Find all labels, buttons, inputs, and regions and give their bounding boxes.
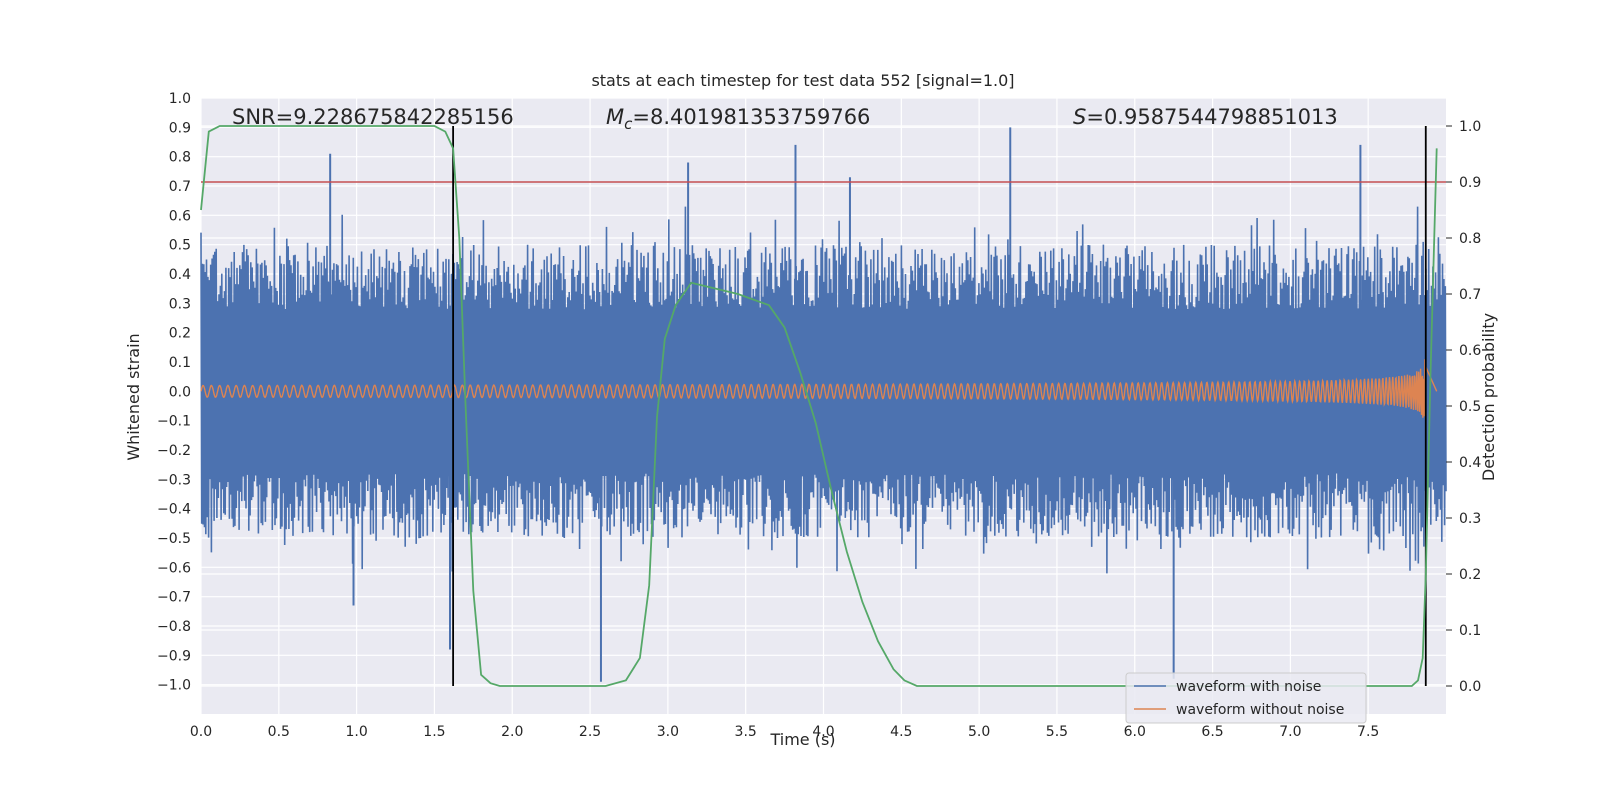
chart-title: stats at each timestep for test data 552…	[591, 71, 1014, 90]
x-tick-label: 7.0	[1279, 724, 1301, 740]
y-tick-label: 0.0	[169, 384, 191, 400]
right-y-tick-label: 0.9	[1459, 175, 1481, 191]
right-y-tick-label: 0.8	[1459, 231, 1481, 247]
y-tick-label: −1.0	[157, 678, 191, 694]
y-tick-label: 0.6	[169, 208, 191, 224]
x-tick-label: 1.0	[345, 724, 367, 740]
y-tick-label: 0.9	[169, 120, 191, 136]
right-y-tick-label: 0.1	[1459, 623, 1481, 639]
y-tick-label: −0.8	[157, 619, 191, 635]
y-tick-label: 0.4	[169, 267, 191, 283]
x-tick-label: 5.0	[968, 724, 990, 740]
y-tick-label: −0.5	[157, 531, 191, 547]
right-y-tick-label: 0.3	[1459, 511, 1481, 527]
chirp-mass-annotation: Mc=8.401981353759766	[606, 105, 870, 133]
x-axis: 0.0 0.5 1.0 1.5 2.0 2.5 3.0 3.5 4.0 4.5 5.0 5.5 6.0 6…	[190, 724, 1379, 740]
y-tick-label: −0.4	[157, 502, 191, 518]
y-tick-label: 0.8	[169, 150, 191, 166]
right-y-tick-label: 1.0	[1459, 119, 1481, 135]
left-y-axis: 1.0 0.9 0.8 0.7 0.6 0.5 0.4 0.3 0.2 0.1 0.0 −0.1 −0.…	[157, 91, 191, 694]
right-y-axis: 1.0 0.9 0.8 0.7 0.6 0.5 0.4 0.3 0.2 0.1 0.0	[1446, 119, 1481, 695]
x-axis-label: Time (s)	[769, 730, 835, 749]
y-tick-label: 0.7	[169, 179, 191, 195]
y-tick-label: −0.7	[157, 590, 191, 606]
x-tick-label: 3.5	[735, 724, 757, 740]
y-tick-label: 1.0	[169, 91, 191, 107]
series-detection-probability	[200, 125, 1438, 687]
y-tick-label: −0.1	[157, 414, 191, 430]
x-tick-label: 1.5	[423, 724, 445, 740]
x-tick-label: 3.0	[657, 724, 679, 740]
score-symbol: S	[1073, 105, 1086, 129]
score-annotation: S=0.9587544798851013	[1073, 105, 1338, 129]
legend-label-noise: waveform with noise	[1176, 679, 1321, 695]
y-tick-label: 0.2	[169, 326, 191, 342]
right-y-tick-label: 0.6	[1459, 343, 1481, 359]
score-value: =0.9587544798851013	[1086, 105, 1337, 129]
probability-line	[200, 125, 1438, 687]
x-tick-label: 0.0	[190, 724, 212, 740]
right-y-tick-label: 0.0	[1459, 679, 1481, 695]
x-tick-label: 6.0	[1124, 724, 1146, 740]
right-y-tick-label: 0.5	[1459, 399, 1481, 415]
x-tick-label: 7.5	[1357, 724, 1379, 740]
y-tick-label: −0.2	[157, 443, 191, 459]
legend-label-clean: waveform without noise	[1176, 702, 1344, 718]
legend: waveform with noise waveform without noi…	[1125, 672, 1367, 724]
y-axis-label: Whitened strain	[124, 333, 143, 460]
y-tick-label: −0.6	[157, 560, 191, 576]
right-y-tick-label: 0.2	[1459, 567, 1481, 583]
chirp-mass-value: =8.401981353759766	[632, 105, 870, 129]
chirp-mass-subscript: c	[624, 115, 633, 133]
y-tick-label: −0.3	[157, 472, 191, 488]
x-tick-label: 5.5	[1046, 724, 1068, 740]
right-y-tick-label: 0.7	[1459, 287, 1481, 303]
x-tick-label: 2.5	[579, 724, 601, 740]
y-tick-label: 0.1	[169, 355, 191, 371]
series-waveform-without-noise	[200, 359, 1438, 418]
right-y-axis-label: Detection probability	[1479, 313, 1498, 481]
clean-waveform-line	[200, 359, 1438, 418]
y-tick-label: −0.9	[157, 648, 191, 664]
x-tick-label: 0.5	[268, 724, 290, 740]
y-tick-label: 0.5	[169, 238, 191, 254]
x-tick-label: 4.5	[890, 724, 912, 740]
y-tick-label: 0.3	[169, 296, 191, 312]
x-tick-label: 6.5	[1201, 724, 1223, 740]
chirp-mass-symbol: M	[606, 105, 624, 129]
snr-annotation: SNR=9.228675842285156	[232, 105, 514, 129]
x-tick-label: 4.0	[812, 724, 834, 740]
right-y-tick-label: 0.4	[1459, 455, 1481, 471]
legend-box	[1125, 672, 1367, 724]
x-tick-label: 2.0	[501, 724, 523, 740]
